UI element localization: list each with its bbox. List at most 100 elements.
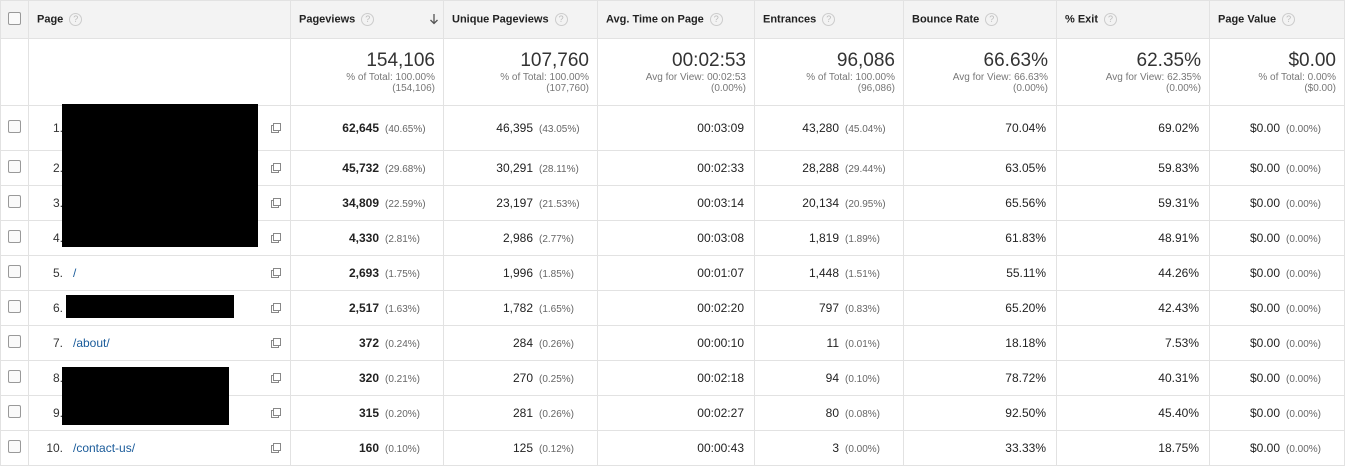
metric-value: $0.00 (1249, 266, 1280, 280)
metric-value: 44.26% (1158, 266, 1199, 280)
total-note: (154,106) (392, 83, 435, 94)
select-cell (0, 430, 29, 466)
help-icon[interactable]: ? (822, 13, 836, 26)
metric-cell: 00:00:10 (597, 325, 755, 361)
metric-cell: 1,996 (1.85%) (443, 255, 598, 291)
open-page-icon[interactable] (270, 442, 282, 454)
row-checkbox[interactable] (8, 300, 21, 313)
metric-cell: 7.53% (1056, 325, 1210, 361)
metric-cell: 63.05% (903, 150, 1057, 186)
metric-cell: 92.50% (903, 395, 1057, 431)
total-cell: 66.63% Avg for View: 66.63% (0.00%) (903, 38, 1057, 106)
row-number: 6. (52, 301, 63, 315)
column-title[interactable]: Unique Pageviews (452, 13, 549, 26)
help-icon[interactable]: ? (554, 13, 568, 26)
page-link[interactable]: / (73, 266, 77, 280)
open-page-icon[interactable] (270, 407, 282, 419)
metric-cell: 61.83% (903, 220, 1057, 256)
row-checkbox[interactable] (8, 195, 21, 208)
total-cell: 107,760% of Total: 100.00% (107,760) (443, 38, 598, 106)
open-page-icon[interactable] (270, 267, 282, 279)
row-checkbox[interactable] (8, 370, 21, 383)
total-note: (0.00%) (710, 83, 746, 94)
help-icon[interactable]: ? (709, 13, 723, 26)
open-page-icon[interactable] (270, 232, 282, 244)
column-title[interactable]: Avg. Time on Page (606, 13, 704, 26)
metric-cell: 2,986 (2.77%) (443, 220, 598, 256)
metric-cell: 00:02:18 (597, 360, 755, 396)
row-checkbox[interactable] (8, 120, 21, 133)
total-cell: 96,086% of Total: 100.00% (96,086) (754, 38, 904, 106)
open-page-icon[interactable] (270, 302, 282, 314)
column-title[interactable]: Page Value (1218, 13, 1277, 26)
row-checkbox[interactable] (8, 335, 21, 348)
row-checkbox[interactable] (8, 160, 21, 173)
metric-value: 80 (825, 406, 839, 420)
metric-value: $0.00 (1249, 441, 1280, 455)
column-title[interactable]: Bounce Rate (912, 13, 980, 26)
page-link[interactable]: /about/ (73, 336, 110, 350)
metric-value: 00:02:27 (697, 406, 744, 420)
metric-percent: (0.08%) (845, 409, 881, 420)
sort-arrow[interactable] (429, 13, 439, 25)
column-title[interactable]: Pageviews (299, 13, 356, 26)
redaction (62, 367, 229, 425)
metric-value: 11 (826, 336, 839, 350)
metric-cell: 4,330 (2.81%) (290, 220, 444, 256)
metric-cell: 315 (0.20%) (290, 395, 444, 431)
metric-percent: (0.00%) (1286, 374, 1322, 385)
open-page-icon[interactable] (270, 337, 282, 349)
page-cell: 5. / (28, 255, 291, 291)
row-checkbox[interactable] (8, 405, 21, 418)
row-checkbox[interactable] (8, 265, 21, 278)
metric-percent: (0.83%) (845, 304, 881, 315)
page-link[interactable]: /contact-us/ (73, 441, 136, 455)
metric-percent: (0.00%) (1286, 304, 1322, 315)
metric-cell: 23,197 (21.53%) (443, 185, 598, 221)
metric-value: 94 (825, 371, 839, 385)
select-all-checkbox[interactable] (8, 11, 21, 25)
metric-percent: (1.63%) (385, 304, 421, 315)
metric-percent: (2.77%) (539, 234, 575, 245)
metric-value: $0.00 (1249, 231, 1280, 245)
help-icon[interactable]: ? (361, 13, 375, 26)
metric-cell: 42.43% (1056, 290, 1210, 326)
column-title[interactable]: Entrances (763, 13, 817, 26)
metric-cell: 270 (0.25%) (443, 360, 598, 396)
help-icon[interactable]: ? (1282, 13, 1296, 26)
open-page-icon[interactable] (270, 372, 282, 384)
metric-percent: (29.44%) (845, 164, 886, 175)
metric-cell: 94 (0.10%) (754, 360, 904, 396)
metric-percent: (0.00%) (1286, 339, 1322, 350)
column-title[interactable]: % Exit (1065, 13, 1099, 26)
icon-box (273, 123, 281, 131)
help-icon[interactable]: ? (69, 13, 83, 26)
metric-cell: 00:03:08 (597, 220, 755, 256)
select-cell (0, 185, 29, 221)
row-number: 7. (52, 336, 63, 350)
open-page-icon[interactable] (270, 197, 282, 209)
total-note: Avg for View: 00:02:53 (645, 72, 746, 83)
total-note: Avg for View: 62.35% (1105, 72, 1201, 83)
metric-value: $0.00 (1249, 121, 1280, 135)
metric-value: $0.00 (1249, 301, 1280, 315)
metric-percent: (0.10%) (385, 444, 421, 455)
column-title[interactable]: Page (37, 13, 64, 26)
metric-percent: (0.21%) (385, 374, 421, 385)
open-page-icon[interactable] (270, 122, 282, 134)
open-page-icon[interactable] (270, 162, 282, 174)
metric-value: 00:01:07 (697, 266, 744, 280)
row-number: 5. (52, 266, 63, 280)
help-icon[interactable]: ? (1104, 13, 1118, 26)
metric-value: 18.18% (1005, 336, 1046, 350)
data-row: 5. / 2,693 (1.75%) 1,996 (1.85%) 00:01:07 1,448… (0, 255, 1345, 291)
metric-value: $0.00 (1249, 406, 1280, 420)
help-icon[interactable]: ? (985, 13, 999, 26)
metric-value: 28,288 (802, 161, 839, 175)
metric-value: 55.11% (1006, 266, 1046, 280)
row-checkbox[interactable] (8, 440, 21, 453)
metric-cell: 40.31% (1056, 360, 1210, 396)
row-checkbox[interactable] (8, 230, 21, 243)
data-row: 10. /contact-us/160 (0.10%) 125 (0.12%) 00:00… (0, 430, 1345, 466)
